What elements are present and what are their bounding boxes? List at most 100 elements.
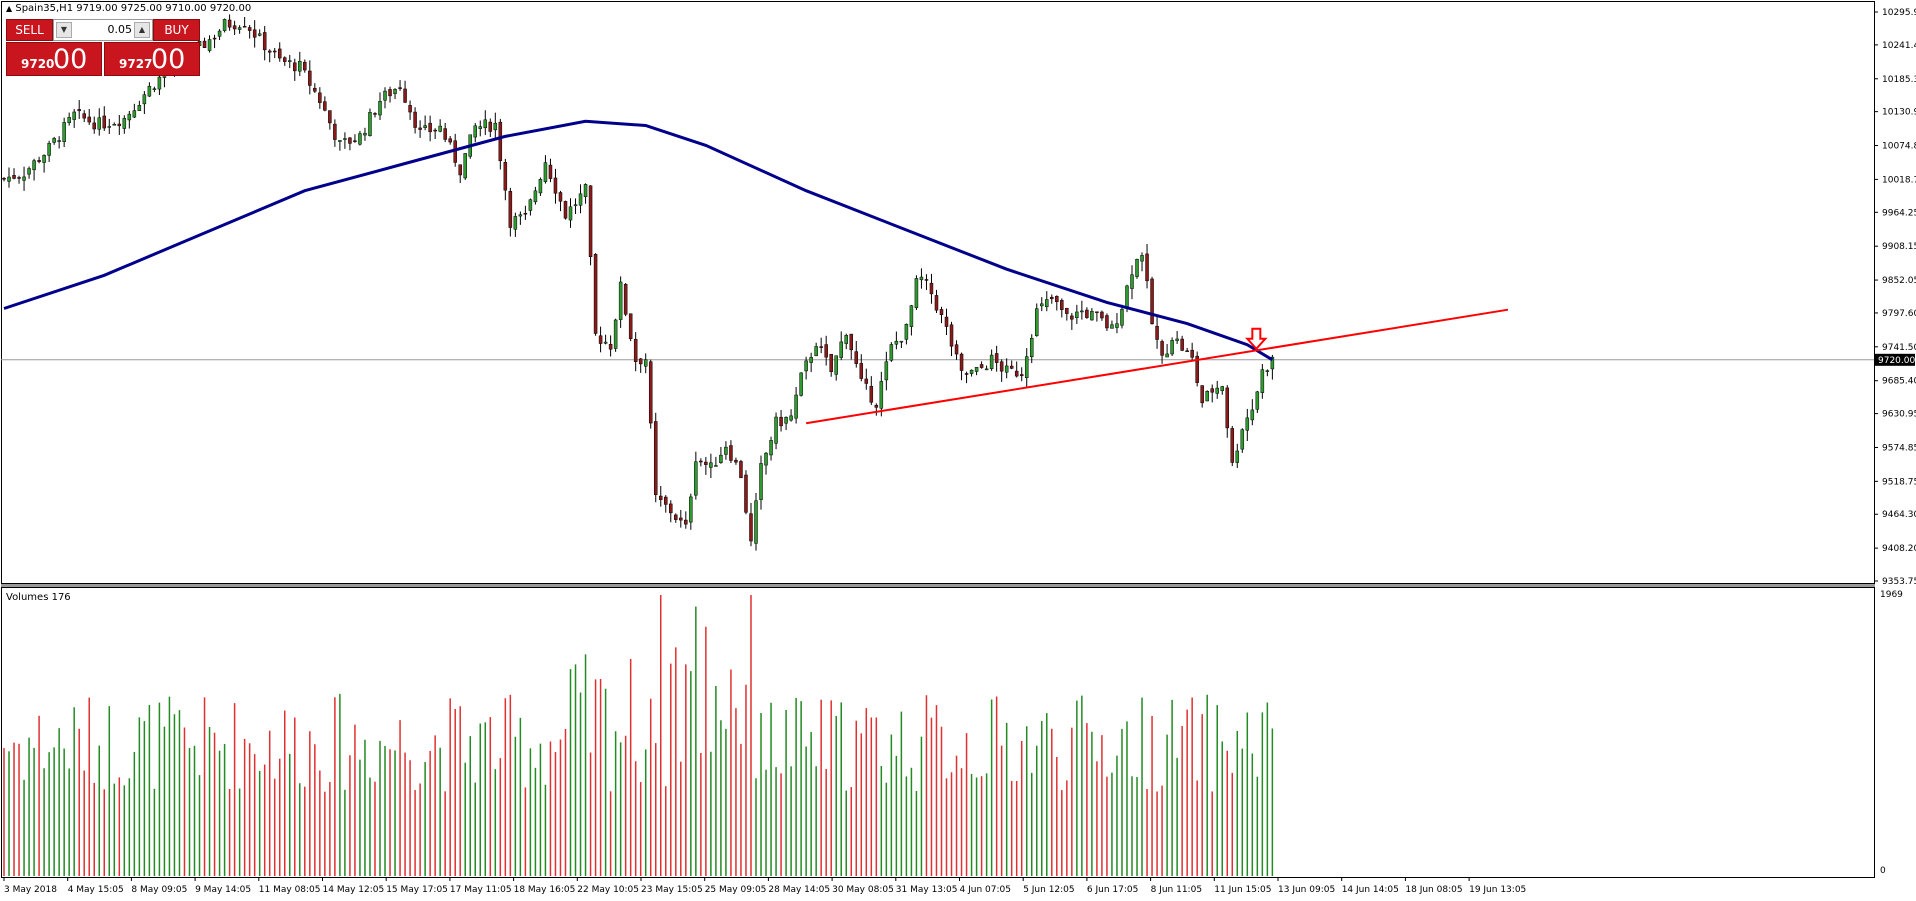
sell-button[interactable]: SELL	[6, 19, 53, 41]
candle-body	[804, 360, 808, 372]
candle-body	[954, 344, 959, 355]
candle-body	[533, 190, 538, 203]
candle-body	[57, 140, 61, 142]
candle-body	[473, 125, 478, 138]
candle-body	[1095, 311, 1099, 314]
price-axis: 10295.90 10241.45 10185.35 10130.90 10074.80…	[1874, 8, 1916, 587]
lot-size-input[interactable]	[74, 23, 132, 36]
candle-body	[1125, 285, 1129, 309]
candle-body	[257, 33, 262, 36]
trend-line[interactable]	[805, 308, 1509, 425]
candle-body	[323, 101, 327, 111]
collapse-triangle-icon[interactable]: ▲	[6, 4, 13, 13]
candle-body	[318, 92, 322, 103]
lot-size-stepper[interactable]: ▼ ▲	[53, 19, 153, 41]
volume-axis-bottom-label: 0	[1880, 866, 1886, 876]
candle-body	[7, 176, 11, 182]
time-tick-label: 25 May 09:05	[705, 885, 767, 895]
volume-panel-title: Volumes 176	[6, 592, 71, 603]
candle-body	[563, 201, 568, 219]
candle-body	[1034, 308, 1039, 336]
candle-body	[242, 25, 247, 28]
candle-body	[428, 122, 432, 133]
time-tick-label: 6 Jun 17:05	[1087, 885, 1138, 895]
time-tick-label: 23 May 15:05	[641, 885, 703, 895]
buy-price-box[interactable]: 9727 00	[104, 42, 200, 76]
time-tick-label: 14 Jun 14:05	[1342, 885, 1399, 895]
candle-body	[608, 344, 613, 350]
candle-body	[1180, 338, 1184, 351]
candle-body	[1055, 296, 1059, 303]
lot-decrease-icon[interactable]: ▼	[56, 22, 72, 38]
candle-body	[643, 359, 648, 367]
candle-body	[884, 361, 889, 381]
candle-body	[92, 122, 96, 130]
candle-body	[518, 214, 523, 217]
candle-body	[1024, 356, 1029, 378]
candle-body	[1225, 387, 1230, 429]
candle-body	[1050, 296, 1054, 300]
current-price-label: 9720.00	[1878, 356, 1915, 366]
price-tick-label: 9852.05	[1882, 276, 1916, 286]
candle-body	[729, 445, 733, 461]
candle-body	[152, 88, 157, 90]
candle-body	[262, 32, 267, 51]
one-click-trading-panel: SELL ▼ ▲ BUY 9720 00 9727 00	[6, 19, 200, 76]
candle-body	[889, 344, 894, 361]
candle-body	[202, 40, 207, 48]
time-tick-label: 5 Jun 12:05	[1023, 885, 1074, 895]
candle-body	[408, 105, 412, 113]
sell-price-box[interactable]: 9720 00	[6, 42, 102, 76]
candle-body	[603, 341, 608, 344]
candle-body	[623, 284, 628, 315]
price-tick-label: 10074.80	[1882, 142, 1916, 152]
candle-body	[894, 340, 899, 345]
volume-axis-top-label: 1969	[1880, 590, 1903, 600]
lot-increase-icon[interactable]: ▲	[134, 22, 150, 38]
candle-body	[909, 305, 914, 327]
candle-body	[1060, 300, 1064, 310]
time-tick-label: 9 May 14:05	[195, 885, 251, 895]
candle-body	[679, 517, 683, 521]
candle-body	[67, 117, 71, 123]
candle-body	[1080, 310, 1084, 313]
candle-body	[834, 355, 838, 375]
time-tick-label: 22 May 10:05	[577, 885, 639, 895]
candle-body	[1135, 258, 1139, 277]
candle-body	[1255, 391, 1260, 410]
candle-body	[583, 184, 588, 198]
candle-body	[1150, 278, 1154, 325]
candle-body	[648, 361, 653, 424]
buy-button[interactable]: BUY	[153, 19, 200, 41]
candle-body	[1190, 349, 1194, 358]
candle-body	[794, 394, 798, 419]
symbol-info: Spain35,H1 9719.00 9725.00 9710.00 9720.…	[15, 3, 252, 14]
candle-body	[994, 353, 999, 363]
candle-body	[1085, 309, 1089, 318]
candle-body	[77, 109, 81, 112]
candle-body	[784, 417, 788, 424]
price-tick-label: 10018.70	[1882, 175, 1916, 185]
candle-body	[904, 323, 909, 340]
candle-body	[1250, 409, 1255, 421]
volume-bars	[3, 595, 1274, 876]
candle-body	[979, 364, 984, 368]
candle-body	[107, 126, 112, 128]
candle-body	[358, 133, 362, 145]
price-tick-label: 9741.50	[1882, 343, 1916, 353]
candle-body	[684, 519, 688, 525]
candle-body	[789, 415, 793, 421]
price-tick-label: 9797.60	[1882, 309, 1916, 319]
candle-body	[674, 514, 678, 520]
candle-body	[147, 85, 152, 97]
candle-body	[578, 193, 583, 206]
candle-body	[553, 177, 558, 194]
time-axis: 3 May 2018 4 May 15:05 8 May 09:05 9 May 14…	[3, 877, 1526, 895]
candle-body	[944, 316, 949, 327]
down-arrow-icon	[1245, 327, 1268, 351]
time-tick-label: 19 Jun 13:05	[1469, 885, 1526, 895]
price-tick-label: 10241.45	[1882, 41, 1916, 51]
candle-body	[914, 278, 919, 309]
